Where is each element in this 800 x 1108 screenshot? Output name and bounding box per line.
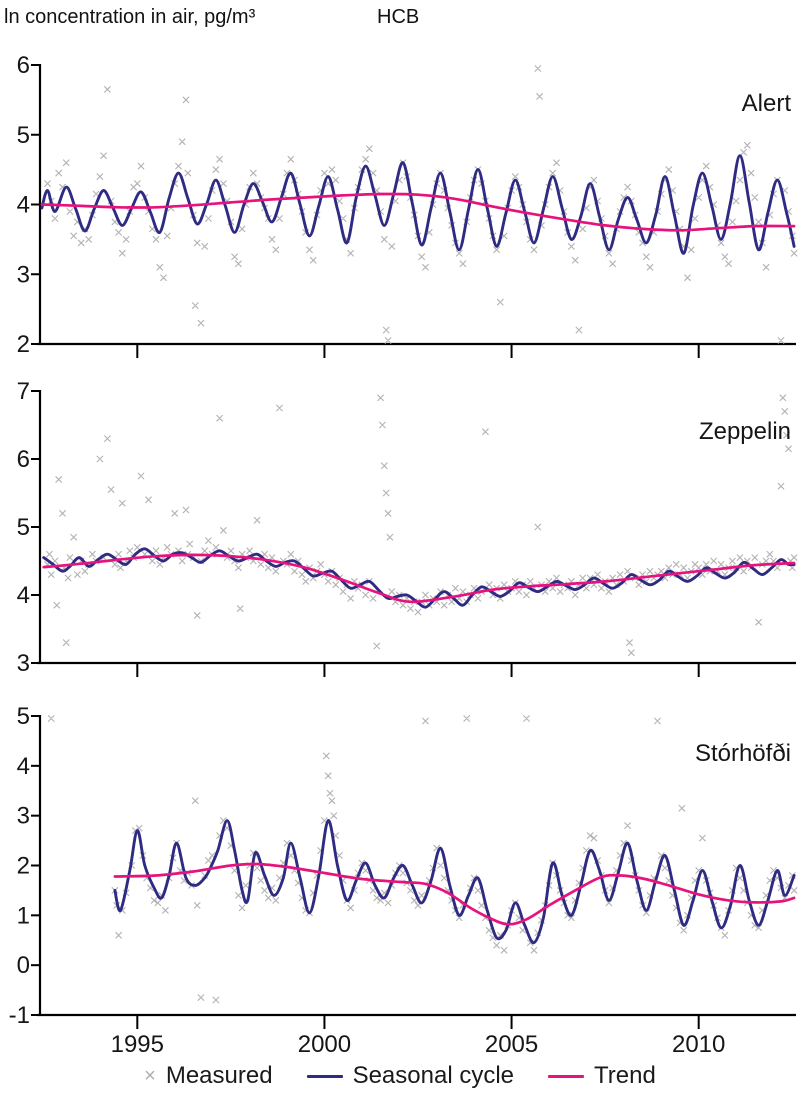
y-tick-label: 4 [17,582,30,609]
seasonal-cycle-line [40,154,796,255]
y-tick-label: 6 [17,52,30,79]
y-tick-label: 5 [17,703,30,730]
legend: × Measured Seasonal cycle Trend [0,1062,800,1090]
y-tick-label: 7 [17,378,30,405]
y-tick-label: 3 [17,261,30,288]
legend-label-trend: Trend [594,1062,656,1089]
legend-item-seasonal: Seasonal cycle [306,1062,515,1090]
measured-scatter [44,394,798,657]
x-tick-label: 2005 [485,1031,538,1058]
zeppelin-panel: 3 4 5 6 7 [17,378,798,677]
legend-item-trend: Trend [548,1062,656,1090]
trend-line [113,862,796,926]
station-label-zeppelin: Zeppelin [698,418,791,445]
y-tick-label: 3 [17,803,30,830]
y-tick-label: 4 [17,192,30,219]
y-tick-label: 5 [17,122,30,149]
seasonal-line-swatch [306,1074,343,1078]
trend-line-swatch [548,1074,585,1078]
y-axis-unit-title: ln concentration in air, pg/m³ [4,6,256,28]
y-tick-label: 5 [17,514,30,541]
axes: 2 3 4 5 6 [17,52,796,358]
y-tick-label: 3 [17,650,30,677]
y-tick-label: 1 [17,902,30,929]
x-tick-label: 1995 [111,1031,164,1058]
station-label-alert: Alert [741,90,791,117]
station-label-storhofdi: Stórhöfði [694,740,791,767]
strhfi-panel: -1 0 1 2 3 4 5 1995 2000 2005 2010 [9,703,798,1058]
legend-label-measured: Measured [165,1062,273,1089]
compound-title: HCB [377,6,420,28]
legend-item-measured: × Measured [144,1062,272,1090]
y-tick-label: -1 [9,1002,30,1029]
measured-x-icon: × [144,1065,156,1087]
seasonal-cycle-line [113,819,796,945]
y-tick-label: 6 [17,446,30,473]
alert-panel: 2 3 4 5 6 [17,52,798,358]
axes: 3 4 5 6 7 [17,378,796,677]
measured-scatter [44,65,798,344]
measured-scatter [47,715,798,1004]
y-tick-label: 0 [17,952,30,979]
axes: -1 0 1 2 3 4 5 1995 2000 2005 2010 [9,703,796,1058]
x-tick-label: 2010 [672,1031,725,1058]
y-tick-label: 2 [17,331,30,358]
trend-line [40,192,796,232]
legend-label-seasonal: Seasonal cycle [352,1062,515,1089]
x-tick-label: 2000 [298,1031,351,1058]
y-tick-label: 4 [17,753,30,780]
y-tick-label: 2 [17,853,30,880]
trend-line [42,553,796,604]
